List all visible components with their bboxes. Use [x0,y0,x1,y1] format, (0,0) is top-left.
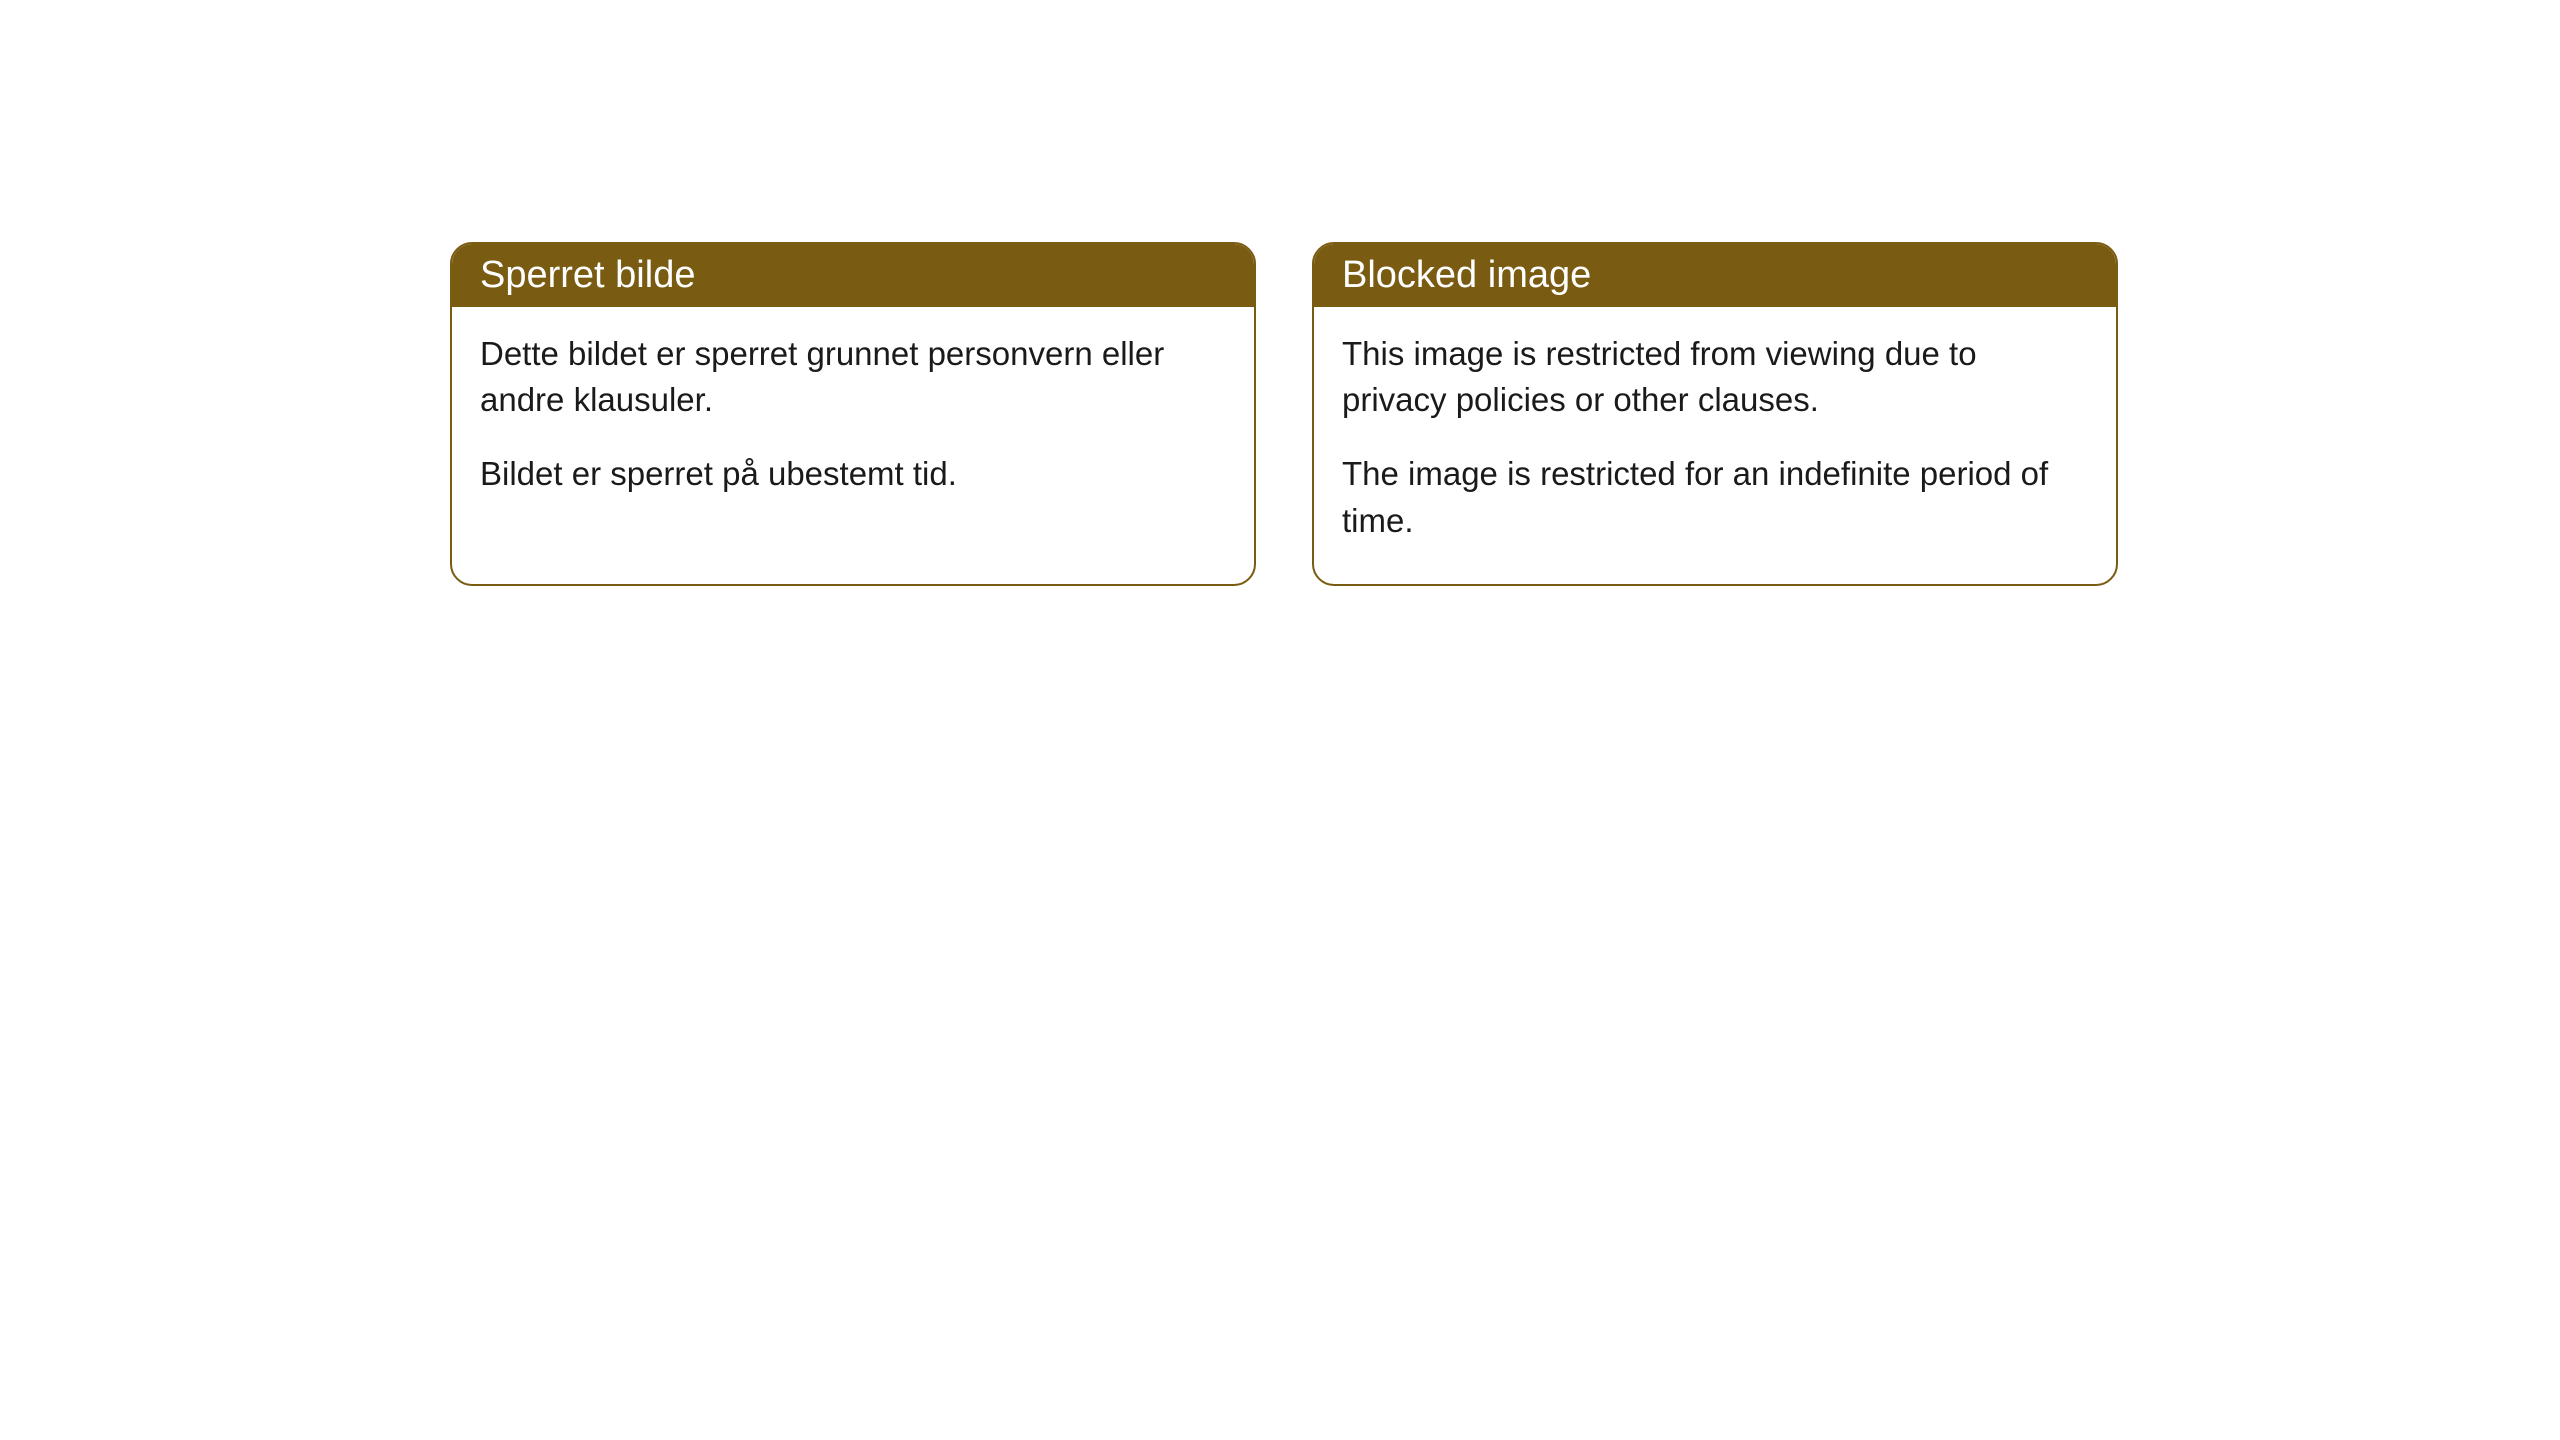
card-header-no: Sperret bilde [452,244,1254,307]
card-body-no: Dette bildet er sperret grunnet personve… [452,307,1254,538]
card-body-en: This image is restricted from viewing du… [1314,307,2116,584]
blocked-image-card-no: Sperret bilde Dette bildet er sperret gr… [450,242,1256,586]
cards-container: Sperret bilde Dette bildet er sperret gr… [450,242,2118,586]
card-paragraph-1-en: This image is restricted from viewing du… [1342,331,2088,423]
card-paragraph-2-en: The image is restricted for an indefinit… [1342,451,2088,543]
card-paragraph-2-no: Bildet er sperret på ubestemt tid. [480,451,1226,497]
card-paragraph-1-no: Dette bildet er sperret grunnet personve… [480,331,1226,423]
blocked-image-card-en: Blocked image This image is restricted f… [1312,242,2118,586]
card-header-en: Blocked image [1314,244,2116,307]
